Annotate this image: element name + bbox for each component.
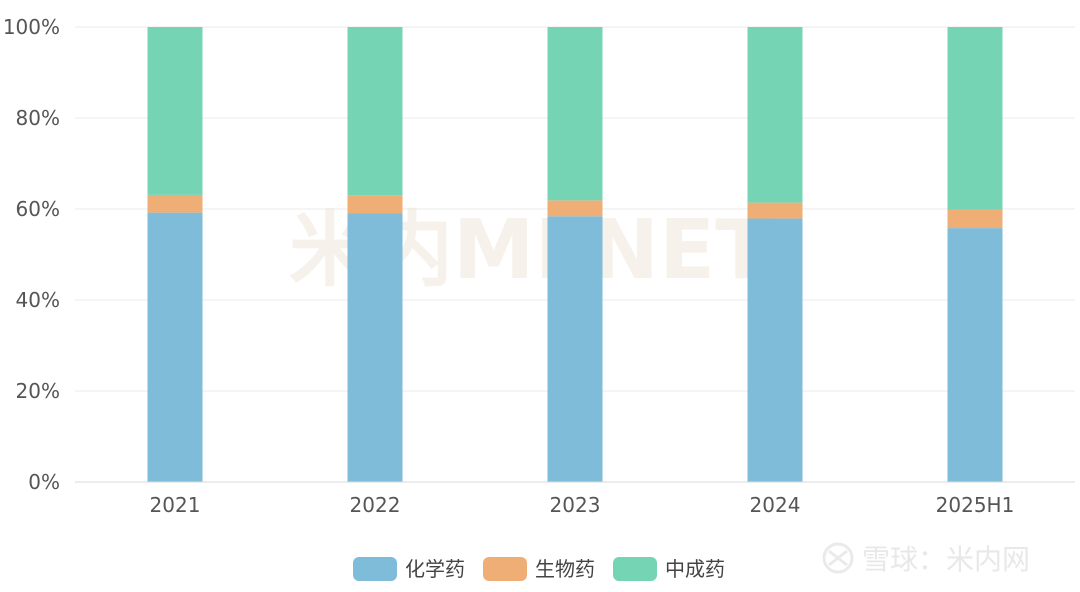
bar-segment [947, 27, 1003, 210]
corner-watermark: 雪球：米内网 [822, 542, 1030, 576]
bar-segment [347, 213, 403, 482]
bar-segment [747, 202, 803, 219]
bar-segment [147, 27, 203, 195]
y-tick-label: 0% [28, 470, 60, 494]
legend: 化学药 生物药 中成药 [353, 557, 725, 581]
bar-segment [347, 195, 403, 214]
legend-label: 化学药 [405, 557, 465, 581]
y-tick-label: 60% [16, 197, 60, 221]
bar-segment [947, 228, 1003, 482]
legend-label: 中成药 [665, 557, 725, 581]
bar-segment [547, 27, 603, 201]
x-axis-ticks: 2021 2022 2023 2024 2025H1 [150, 493, 1015, 517]
y-tick-label: 100% [3, 15, 60, 39]
y-tick-label: 80% [16, 106, 60, 130]
legend-swatch [483, 557, 527, 581]
bar-segment [147, 194, 203, 213]
y-axis-ticks: 0% 20% 40% 60% 80% 100% [3, 15, 60, 494]
x-tick-label: 2024 [750, 493, 801, 517]
bar-segment [347, 27, 403, 196]
x-tick-label: 2025H1 [936, 493, 1015, 517]
bar-segment [547, 200, 603, 217]
legend-swatch [613, 557, 657, 581]
bar-segment [147, 212, 203, 482]
x-tick-label: 2023 [550, 493, 601, 517]
bar-segment [947, 209, 1003, 229]
xueqiu-logo-icon [822, 542, 854, 574]
x-tick-label: 2022 [350, 493, 401, 517]
y-tick-label: 40% [16, 288, 60, 312]
x-tick-label: 2021 [150, 493, 201, 517]
bar-segment [547, 216, 603, 482]
bar-segment [747, 27, 803, 203]
legend-swatch [353, 557, 397, 581]
bar-segment [747, 218, 803, 482]
corner-watermark-text: 雪球：米内网 [862, 543, 1030, 576]
bars [147, 27, 1003, 482]
legend-label: 生物药 [535, 557, 595, 581]
y-tick-label: 20% [16, 379, 60, 403]
